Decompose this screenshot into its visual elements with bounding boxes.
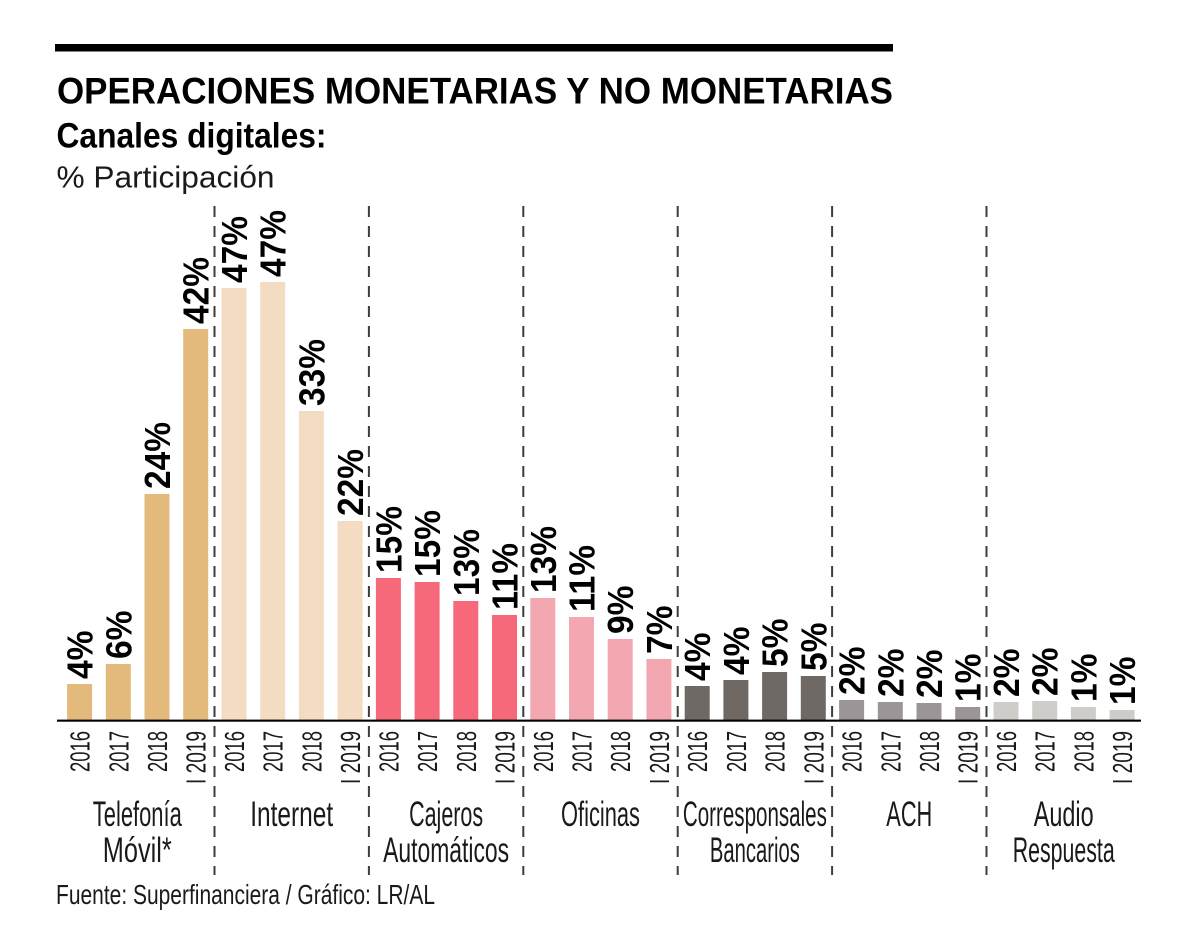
svg-text:Audio: Audio xyxy=(1034,795,1094,834)
svg-text:Telefonía: Telefonía xyxy=(93,795,182,834)
svg-text:1%: 1% xyxy=(948,654,989,703)
svg-text:Bancarios: Bancarios xyxy=(710,831,800,870)
svg-text:2%: 2% xyxy=(1025,648,1066,697)
svg-text:2018: 2018 xyxy=(451,731,482,772)
svg-text:33%: 33% xyxy=(291,339,332,406)
svg-text:9%: 9% xyxy=(600,586,641,635)
svg-text:Internet: Internet xyxy=(250,795,333,834)
svg-text:2016: 2016 xyxy=(991,731,1022,772)
svg-text:2016: 2016 xyxy=(219,731,250,772)
svg-text:11%: 11% xyxy=(485,543,526,610)
svg-text:Canales digitales:: Canales digitales: xyxy=(57,116,327,155)
svg-text:2017: 2017 xyxy=(567,731,598,772)
svg-text:15%: 15% xyxy=(407,510,448,577)
svg-text:Móvil*: Móvil* xyxy=(103,831,172,870)
svg-text:7%: 7% xyxy=(639,606,680,655)
svg-text:2016: 2016 xyxy=(373,731,404,772)
svg-text:I 2019: I 2019 xyxy=(953,731,984,784)
svg-text:Cajeros: Cajeros xyxy=(409,795,483,834)
svg-text:11%: 11% xyxy=(562,545,603,612)
svg-text:2%: 2% xyxy=(870,649,911,698)
svg-text:2018: 2018 xyxy=(142,731,173,772)
svg-text:I 2019: I 2019 xyxy=(181,731,212,784)
svg-text:4%: 4% xyxy=(677,633,718,682)
svg-text:Automáticos: Automáticos xyxy=(383,831,509,870)
svg-text:24%: 24% xyxy=(137,422,178,489)
svg-text:2017: 2017 xyxy=(721,731,752,772)
svg-text:4%: 4% xyxy=(60,631,101,680)
svg-text:Oficinas: Oficinas xyxy=(561,795,640,834)
svg-text:42%: 42% xyxy=(176,257,217,324)
svg-text:2016: 2016 xyxy=(682,731,713,772)
svg-text:2016: 2016 xyxy=(65,731,96,772)
svg-text:5%: 5% xyxy=(793,623,834,672)
svg-text:2018: 2018 xyxy=(605,731,636,772)
svg-text:5%: 5% xyxy=(755,619,796,668)
svg-text:1%: 1% xyxy=(1102,657,1143,706)
svg-text:2017: 2017 xyxy=(103,731,134,772)
svg-text:OPERACIONES MONETARIAS Y NO MO: OPERACIONES MONETARIAS Y NO MONETARIAS xyxy=(57,71,893,112)
svg-text:2017: 2017 xyxy=(875,731,906,772)
svg-text:47%: 47% xyxy=(253,210,294,277)
svg-text:ACH: ACH xyxy=(886,795,932,834)
svg-text:2016: 2016 xyxy=(528,731,559,772)
svg-text:I 2019: I 2019 xyxy=(1107,731,1138,784)
svg-text:2%: 2% xyxy=(909,650,950,699)
svg-text:2017: 2017 xyxy=(1030,731,1061,772)
svg-text:2018: 2018 xyxy=(1068,731,1099,772)
svg-text:Fuente: Superfinanciera / Gráf: Fuente: Superfinanciera / Gráfico: LR/AL xyxy=(56,879,435,910)
svg-text:15%: 15% xyxy=(368,506,409,573)
svg-text:2018: 2018 xyxy=(296,731,327,772)
svg-text:2018: 2018 xyxy=(760,731,791,772)
svg-text:1%: 1% xyxy=(1063,654,1104,703)
svg-text:13%: 13% xyxy=(523,526,564,593)
svg-text:2017: 2017 xyxy=(258,731,289,772)
svg-text:22%: 22% xyxy=(330,449,371,516)
svg-text:2%: 2% xyxy=(832,647,873,696)
svg-text:I 2019: I 2019 xyxy=(335,731,366,784)
svg-text:13%: 13% xyxy=(446,529,487,596)
svg-text:% Participación: % Participación xyxy=(57,159,275,194)
svg-text:6%: 6% xyxy=(98,611,139,660)
svg-text:I 2019: I 2019 xyxy=(490,731,521,784)
svg-text:2017: 2017 xyxy=(412,731,443,772)
svg-text:Respuesta: Respuesta xyxy=(1013,831,1115,870)
svg-text:2016: 2016 xyxy=(837,731,868,772)
svg-text:I 2019: I 2019 xyxy=(798,731,829,784)
svg-text:47%: 47% xyxy=(214,216,255,283)
svg-text:2018: 2018 xyxy=(914,731,945,772)
svg-text:Corresponsales: Corresponsales xyxy=(683,795,827,834)
svg-text:4%: 4% xyxy=(716,627,757,676)
svg-text:I 2019: I 2019 xyxy=(644,731,675,784)
svg-text:2%: 2% xyxy=(986,649,1027,698)
